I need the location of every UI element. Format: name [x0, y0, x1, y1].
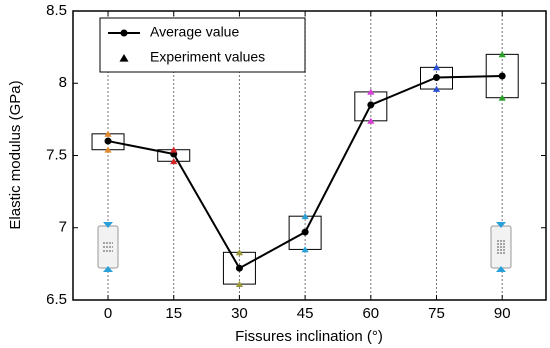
legend-label: Experiment values [150, 49, 265, 65]
x-tick-label: 90 [494, 305, 511, 322]
experiment-point [498, 94, 506, 101]
experiment-point [235, 280, 244, 287]
y-tick-label: 8 [59, 74, 67, 91]
legend-marker [119, 53, 129, 62]
legend-label: Average value [150, 24, 239, 40]
experiment-point [432, 64, 441, 71]
experiment-point [301, 246, 309, 253]
legend: Average value Experiment values [99, 17, 306, 73]
x-tick-label: 0 [104, 305, 112, 322]
legend-marker [120, 29, 128, 37]
average-point [367, 101, 375, 109]
specimen-icons [97, 222, 512, 272]
average-point [104, 137, 112, 145]
experiment-point [170, 158, 178, 165]
x-tick-label: 60 [362, 305, 379, 322]
experiment-point [498, 51, 506, 58]
marks [91, 51, 519, 287]
x-tick-label: 15 [165, 305, 182, 322]
experiment-point [170, 146, 178, 153]
y-tick-label: 6.5 [46, 291, 67, 308]
y-tick-label: 7.5 [46, 146, 67, 163]
x-tick-label: 45 [297, 305, 314, 322]
fissures [497, 240, 505, 254]
specimen-icon [97, 222, 119, 272]
x-tick-label: 30 [231, 305, 248, 322]
y-axis-label: Elastic modulus (GPa) [7, 80, 24, 229]
x-axis-label: Fissures inclination (°) [235, 328, 383, 345]
average-point [498, 72, 506, 80]
experiment-point [367, 88, 375, 95]
experiment-point [301, 212, 309, 220]
experiment-point [104, 130, 112, 137]
average-point [235, 264, 243, 272]
experiment-point [367, 117, 375, 124]
experiment-point [104, 146, 112, 153]
x-tick-label: 75 [428, 305, 445, 322]
fissures [103, 242, 113, 252]
legend-box [99, 17, 306, 73]
y-tick-label: 7 [59, 219, 67, 236]
y-tick-label: 8.5 [46, 2, 67, 19]
average-point [433, 73, 441, 81]
experiment-point [235, 249, 244, 256]
specimen-icon [490, 222, 512, 272]
experiment-point [432, 85, 441, 92]
average-point [301, 228, 309, 236]
